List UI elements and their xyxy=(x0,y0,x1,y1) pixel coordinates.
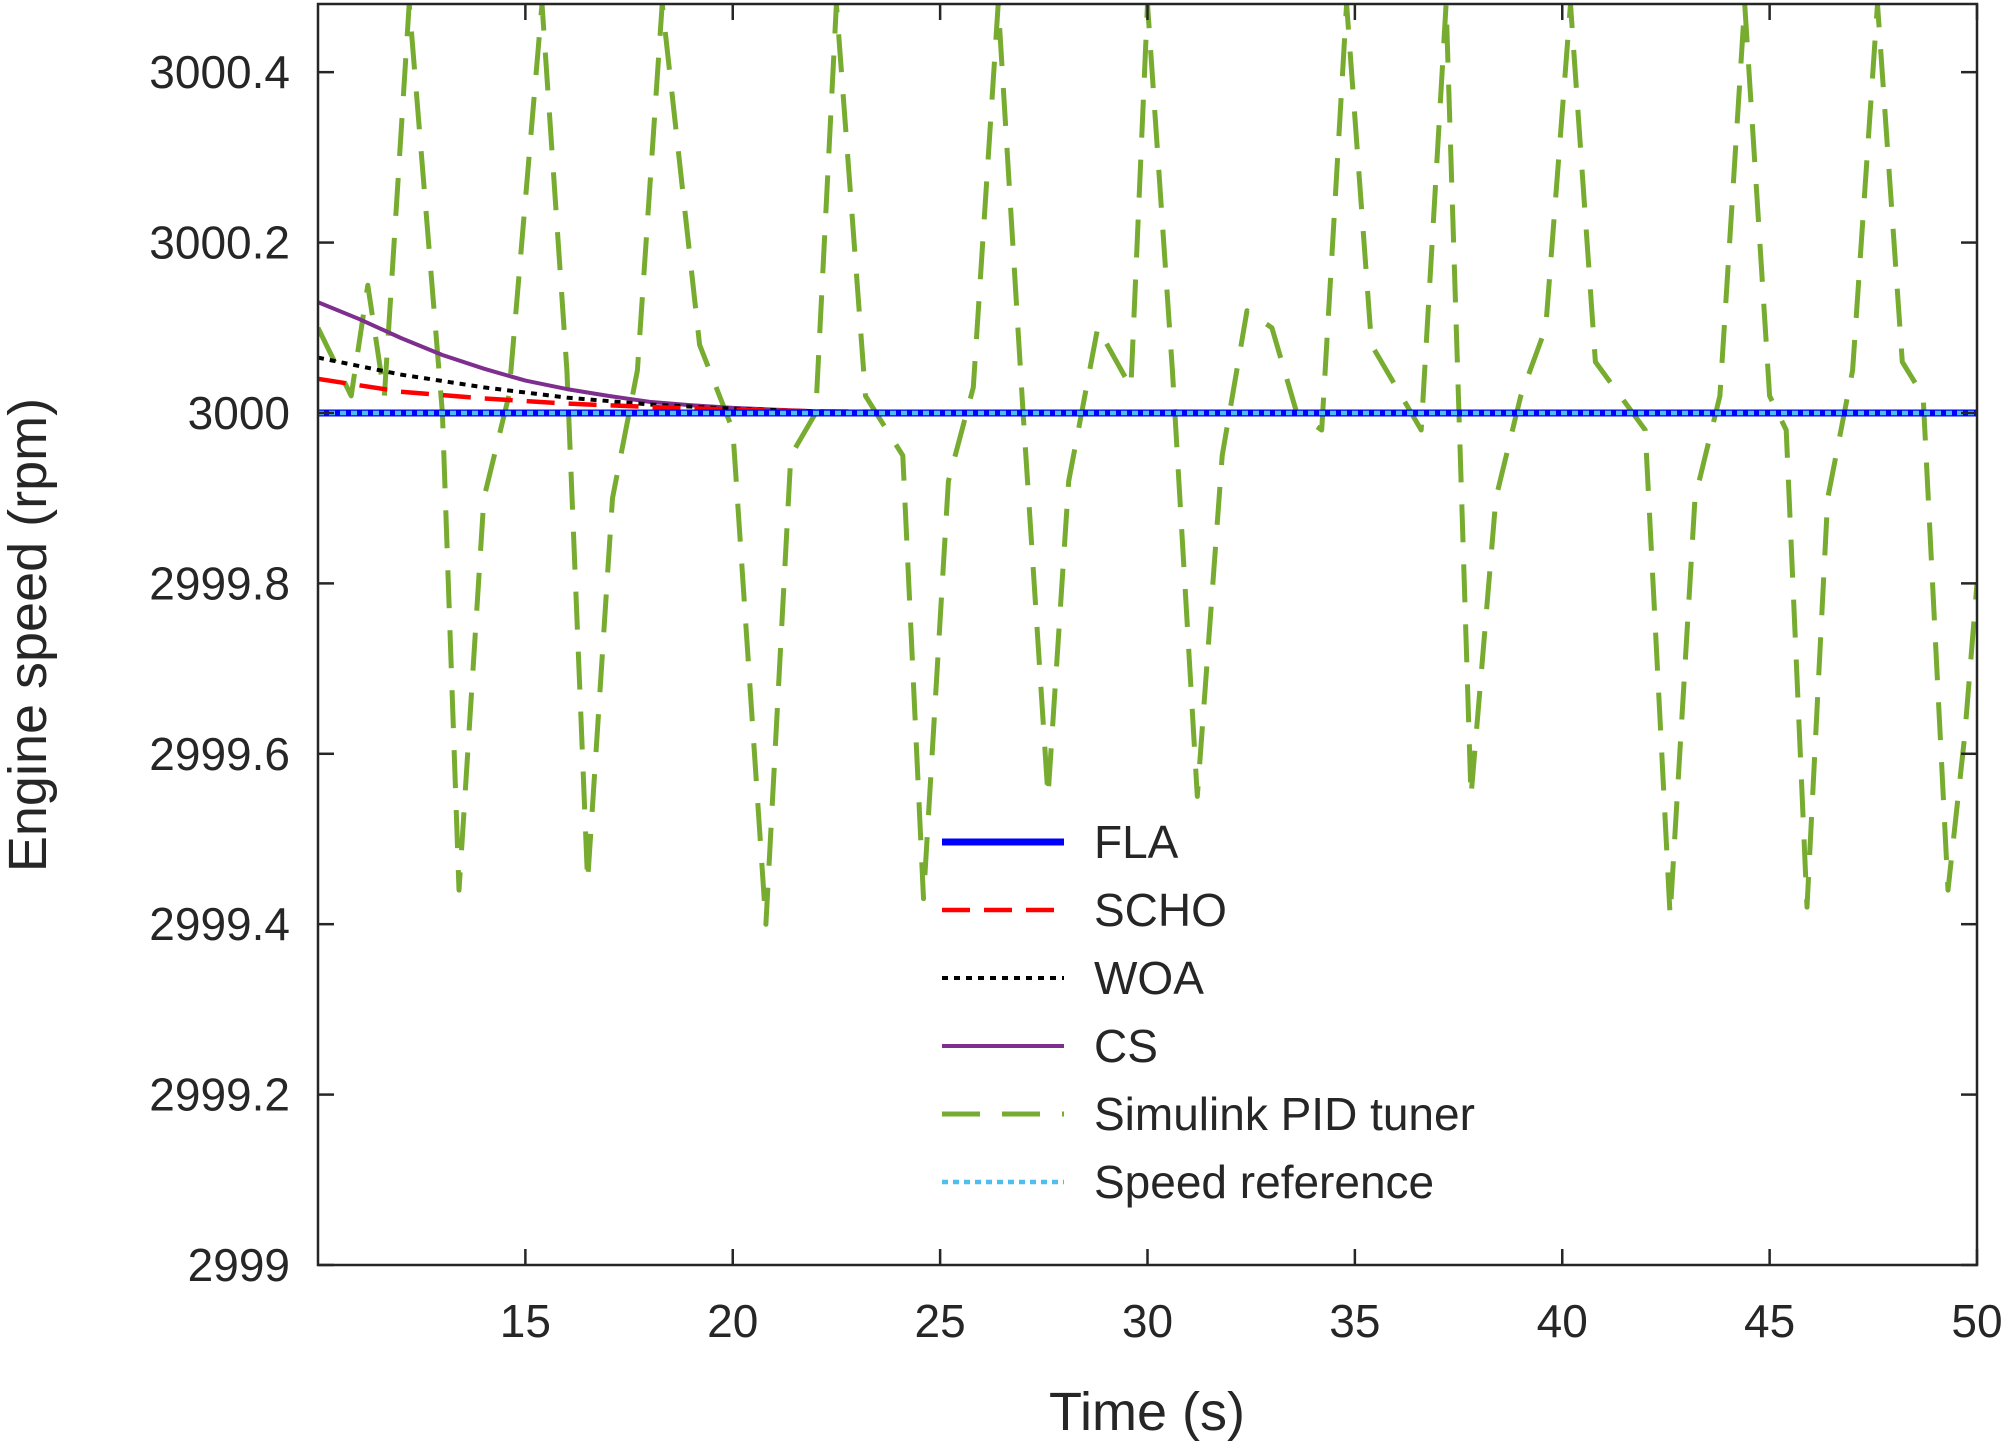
y-tick-label: 2999.2 xyxy=(149,1069,290,1121)
x-tick-label: 20 xyxy=(707,1295,758,1347)
legend: FLA SCHO WOA CS Simulink PID tuner Speed refe… xyxy=(942,816,1475,1208)
x-tick-label: 15 xyxy=(500,1295,551,1347)
plot-background xyxy=(318,4,1977,1265)
y-tick-label: 3000.2 xyxy=(149,217,290,269)
x-axis-title: Time (s) xyxy=(1049,1382,1245,1442)
legend-label-scho: SCHO xyxy=(1094,884,1227,936)
x-tick-label: 50 xyxy=(1951,1295,2002,1347)
y-tick-label: 2999.4 xyxy=(149,898,290,950)
y-tick-label: 3000 xyxy=(188,387,290,439)
y-tick-label: 3000.4 xyxy=(149,46,290,98)
y-tick-label: 2999.6 xyxy=(149,728,290,780)
series-group xyxy=(318,4,1977,927)
x-tick-label: 25 xyxy=(915,1295,966,1347)
x-axis-ticks: 15 20 25 30 35 40 45 50 xyxy=(500,4,2003,1347)
y-tick-label: 2999.8 xyxy=(149,557,290,609)
y-axis-title: Engine speed (rpm) xyxy=(0,398,58,872)
y-tick-label: 2999 xyxy=(188,1239,290,1291)
y-axis-ticks: 2999 2999.2 2999.4 2999.6 2999.8 3000 3000.2 30… xyxy=(149,46,1977,1291)
legend-label-fla: FLA xyxy=(1094,816,1179,868)
legend-label-woa: WOA xyxy=(1094,952,1204,1004)
x-tick-label: 45 xyxy=(1744,1295,1795,1347)
legend-label-speed-reference: Speed reference xyxy=(1094,1156,1434,1208)
x-tick-label: 35 xyxy=(1329,1295,1380,1347)
legend-label-simulink-pid-tuner: Simulink PID tuner xyxy=(1094,1088,1475,1140)
x-tick-label: 30 xyxy=(1122,1295,1173,1347)
legend-label-cs: CS xyxy=(1094,1020,1158,1072)
series-line-woa xyxy=(318,355,1977,415)
x-tick-label: 40 xyxy=(1537,1295,1588,1347)
